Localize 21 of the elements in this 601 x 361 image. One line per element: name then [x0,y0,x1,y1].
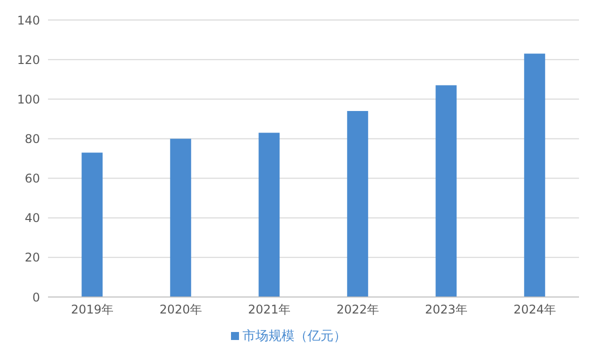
x-tick-label: 2024年 [513,302,556,317]
y-tick-label: 100 [17,92,40,106]
y-tick-label: 60 [24,172,40,186]
bar [82,152,103,297]
y-tick-label: 140 [17,13,40,28]
y-tick-label: 0 [32,290,40,304]
legend-label: 市场规模（亿元） [242,329,346,344]
bar [347,111,368,297]
x-tick-label: 2020年 [159,302,202,317]
bar [524,54,546,297]
x-tick-label: 2023年 [424,302,468,317]
bar [258,132,280,297]
y-tick-label: 120 [17,52,40,67]
x-tick-label: 2021年 [248,302,291,317]
bar [170,138,192,297]
y-tick-label: 80 [24,132,40,146]
y-tick-label: 20 [24,250,40,265]
y-tick-label: 40 [24,211,40,226]
x-tick-label: 2022年 [336,302,380,317]
x-tick-label: 2019年 [70,302,114,317]
bar [436,85,457,297]
